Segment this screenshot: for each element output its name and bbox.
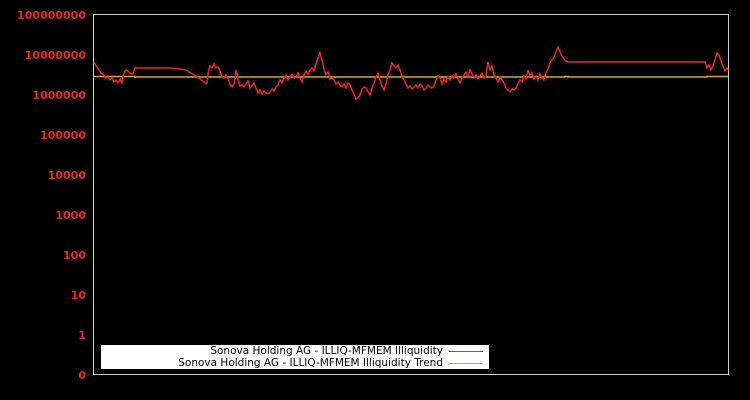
legend-swatch-trend	[449, 363, 483, 364]
y-tick-label: 10	[70, 289, 86, 302]
plot-frame	[93, 14, 729, 375]
y-tick-label: 1000000	[32, 89, 86, 102]
y-tick-label: 100	[63, 249, 86, 262]
legend-swatch-illiquidity	[449, 351, 483, 352]
trend-line	[94, 75, 728, 78]
y-tick-label: 10000000	[24, 49, 86, 62]
legend-label-illiquidity: Sonova Holding AG - ILLIQ-MFMEM Illiquid…	[210, 345, 443, 357]
y-tick-label: 100000000	[17, 9, 86, 22]
legend: Sonova Holding AG - ILLIQ-MFMEM Illiquid…	[101, 345, 489, 369]
y-tick-label: 100000	[40, 129, 86, 142]
illiquidity-line	[93, 44, 729, 101]
legend-label-trend: Sonova Holding AG - ILLIQ-MFMEM Illiquid…	[178, 357, 443, 369]
y-tick-label: 1000	[55, 209, 86, 222]
y-tick-label: 10000	[47, 169, 86, 182]
y-tick-label: 1	[78, 329, 86, 342]
y-tick-label: 0	[78, 369, 86, 382]
